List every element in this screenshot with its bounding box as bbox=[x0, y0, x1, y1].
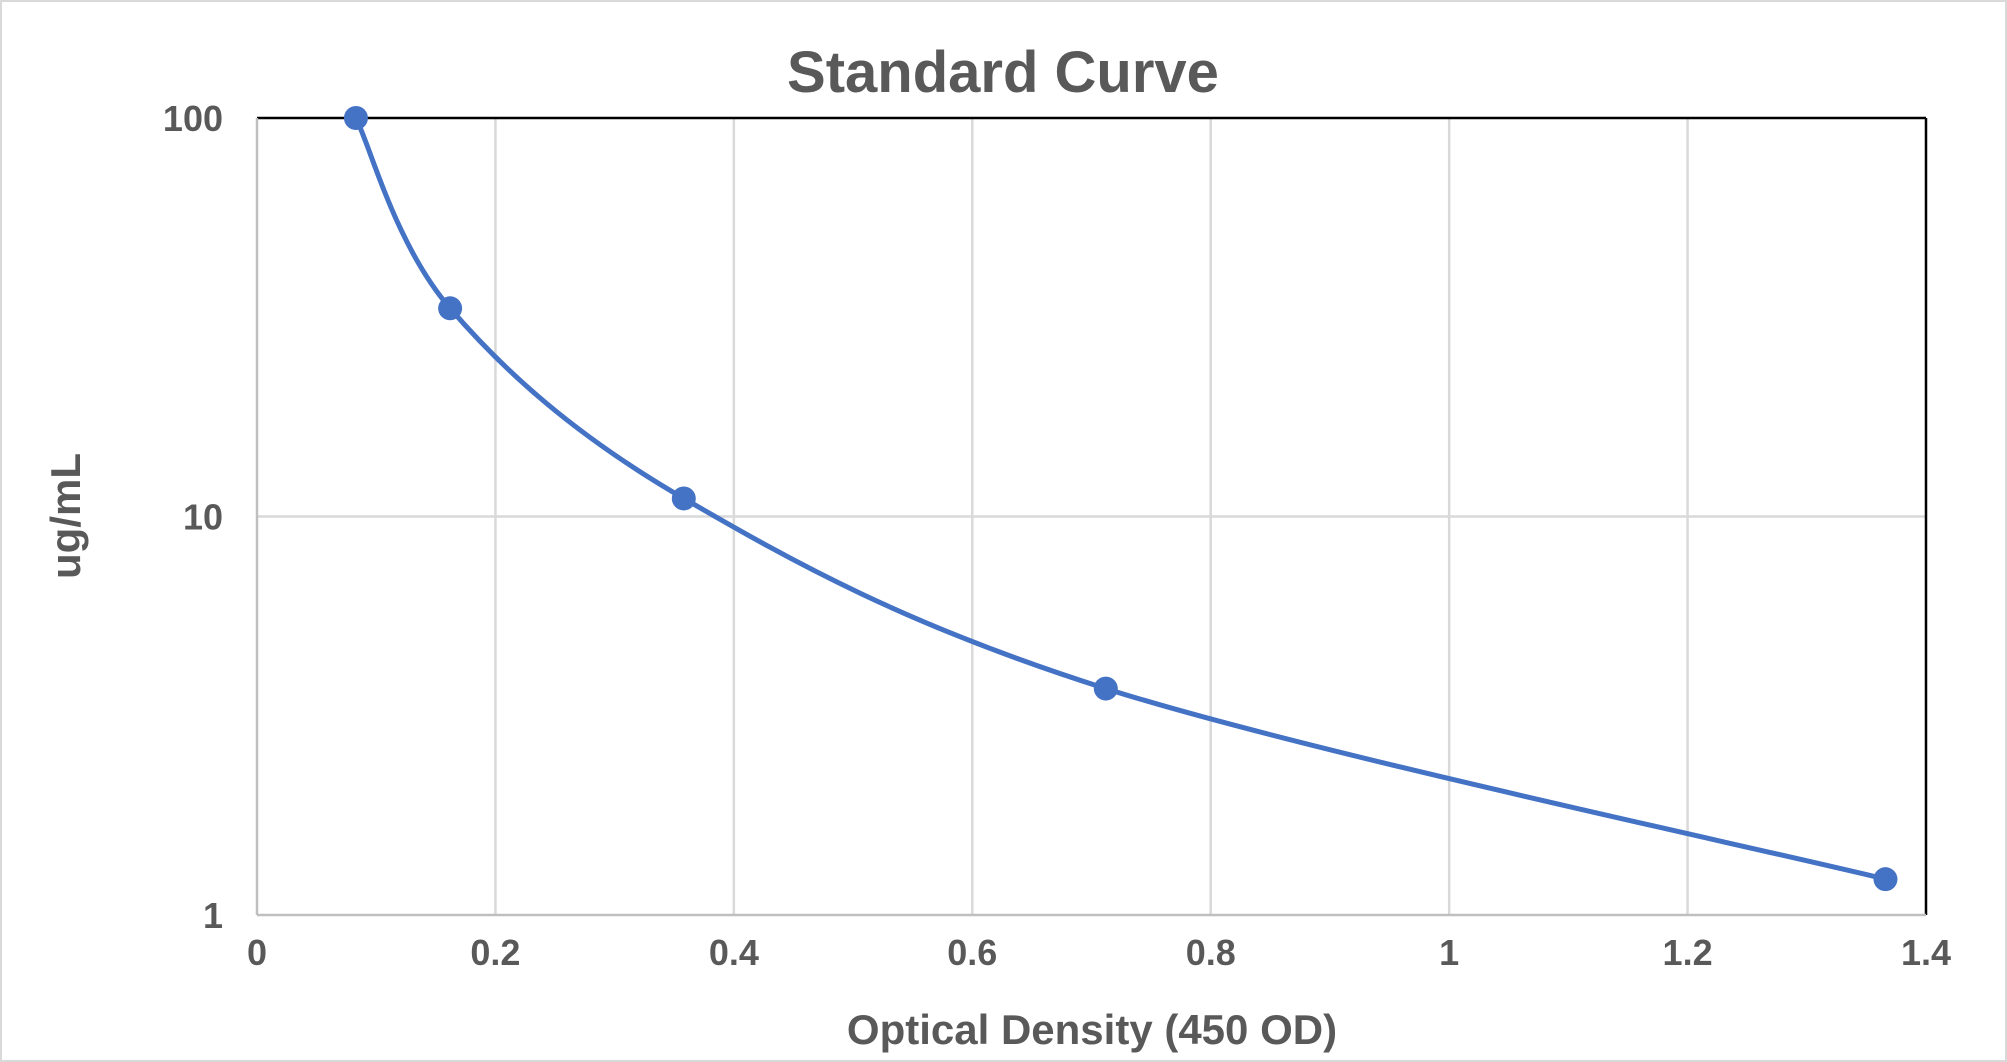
x-axis-tick-labels: 0 0.2 0.4 0.6 0.8 1 1.2 1.4 bbox=[247, 932, 1951, 973]
data-point bbox=[1093, 676, 1118, 701]
gridlines bbox=[257, 118, 1926, 915]
y-axis-title: ug/mL bbox=[42, 453, 89, 579]
y-tick-label: 1 bbox=[203, 895, 223, 936]
y-tick-label: 10 bbox=[183, 497, 223, 538]
series-line bbox=[353, 116, 1887, 882]
data-point bbox=[1873, 867, 1898, 892]
x-tick-label: 1.2 bbox=[1663, 932, 1713, 973]
x-axis-title: Optical Density (450 OD) bbox=[847, 1006, 1337, 1053]
y-axis-tick-labels: 1 10 100 bbox=[163, 98, 223, 936]
data-point bbox=[671, 486, 696, 511]
data-point bbox=[343, 106, 368, 130]
x-tick-label: 0.2 bbox=[470, 932, 520, 973]
y-tick-label: 100 bbox=[163, 98, 223, 139]
x-tick-label: 0 bbox=[247, 932, 267, 973]
data-point bbox=[438, 296, 463, 321]
x-tick-label: 0.4 bbox=[709, 932, 759, 973]
x-tick-label: 1.4 bbox=[1901, 932, 1951, 973]
x-tick-label: 0.8 bbox=[1186, 932, 1236, 973]
x-tick-label: 1 bbox=[1439, 932, 1459, 973]
axes bbox=[255, 116, 1928, 917]
chart-title: Standard Curve bbox=[787, 40, 1219, 105]
series-standard bbox=[343, 106, 1898, 892]
x-tick-label: 0.6 bbox=[947, 932, 997, 973]
